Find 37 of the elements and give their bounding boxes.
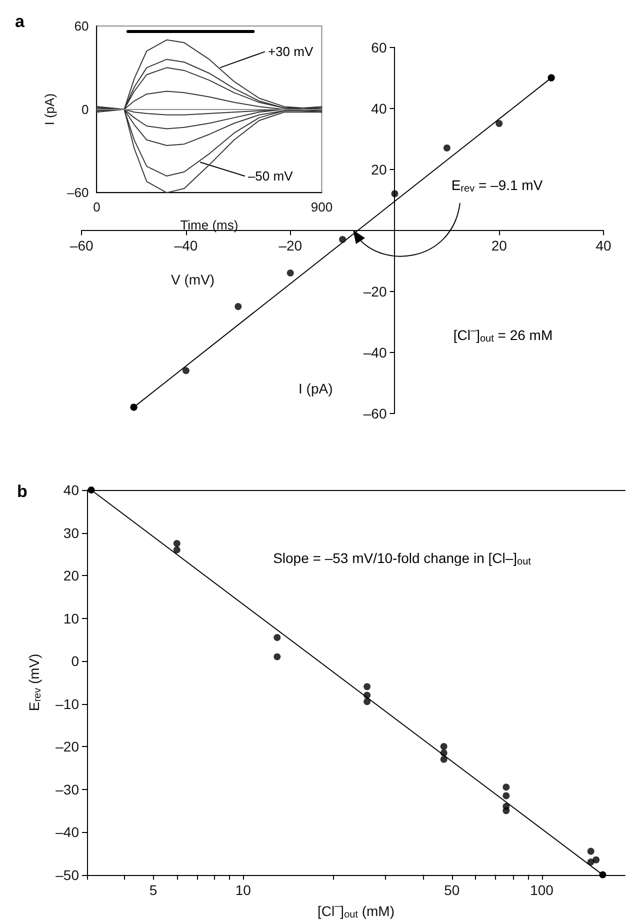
y-tick-label: 0	[71, 653, 80, 670]
y-tick-label: –60	[66, 185, 89, 200]
x-tick-label: –40	[174, 237, 198, 254]
x-tick-label: –20	[278, 237, 302, 254]
y-tick-label: 40	[371, 100, 387, 116]
x-axis-title: Time (ms)	[180, 218, 238, 233]
y-tick-label: 20	[63, 568, 80, 584]
x-axis-title: V (mV)	[171, 271, 215, 288]
chart-title: a	[15, 12, 25, 31]
y-tick-label: 60	[74, 18, 89, 34]
y-tick-label: –20	[56, 738, 80, 755]
y-tick-label: –30	[56, 781, 80, 798]
x-tick-label: 10	[235, 882, 252, 898]
y-tick-label: 60	[371, 39, 387, 56]
x-tick-label: 50	[444, 882, 460, 898]
annotation: +30 mV	[268, 44, 314, 60]
x-tick-label: 900	[310, 200, 333, 215]
y-tick-label: 20	[371, 161, 387, 178]
y-tick-label: –50	[56, 866, 80, 883]
chart-title: b	[17, 482, 28, 501]
y-tick-label: 40	[63, 482, 80, 498]
x-tick-label: 40	[596, 237, 612, 254]
y-tick-label: –10	[56, 696, 80, 712]
x-tick-label: 5	[149, 882, 158, 898]
x-tick-label: 20	[491, 237, 508, 254]
x-tick-label: 100	[530, 882, 554, 898]
y-tick-label: –40	[363, 344, 387, 360]
y-tick-label: –60	[363, 405, 387, 422]
y-axis-title: I (pA)	[42, 93, 58, 126]
y-axis-title: I (pA)	[298, 380, 333, 396]
annotation: –50 mV	[248, 168, 294, 184]
y-tick-label: –20	[363, 283, 387, 300]
y-tick-label: 10	[63, 610, 80, 626]
y-tick-label: 30	[63, 524, 80, 541]
y-tick-label: 0	[81, 102, 89, 117]
y-axis-title: Erev (mV)	[26, 654, 44, 712]
y-tick-label: –40	[56, 824, 80, 840]
